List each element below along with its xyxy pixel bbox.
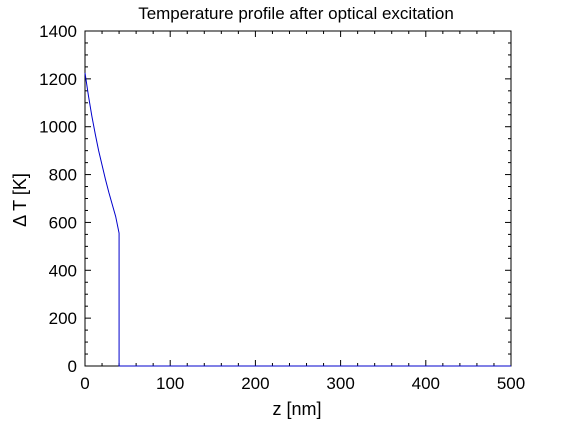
x-tick-label: 300	[326, 374, 354, 393]
y-tick-label: 1200	[39, 70, 77, 89]
series-line	[84, 72, 511, 367]
y-tick-label: 600	[49, 213, 77, 232]
y-tick-label: 1000	[39, 118, 77, 137]
y-tick-label: 800	[49, 166, 77, 185]
y-tick-label: 400	[49, 261, 77, 280]
y-axis-label: Δ T [K]	[10, 173, 30, 227]
y-tick-label: 0	[68, 357, 77, 376]
x-tick-label: 400	[412, 374, 440, 393]
y-tick-label: 200	[49, 309, 77, 328]
x-tick-label: 200	[241, 374, 269, 393]
plot-frame	[84, 30, 512, 367]
plot-layer: 0 100 200 300 400 500 0 200 400 600 800 1000 1200 140…	[39, 22, 525, 393]
x-tick-label: 100	[156, 374, 184, 393]
x-axis-label: z [nm]	[272, 399, 321, 419]
x-tick-label: 0	[80, 374, 89, 393]
y-tick-label: 1400	[39, 22, 77, 41]
x-tick-label: 500	[497, 374, 525, 393]
chart-title: Temperature profile after optical excita…	[138, 4, 454, 23]
